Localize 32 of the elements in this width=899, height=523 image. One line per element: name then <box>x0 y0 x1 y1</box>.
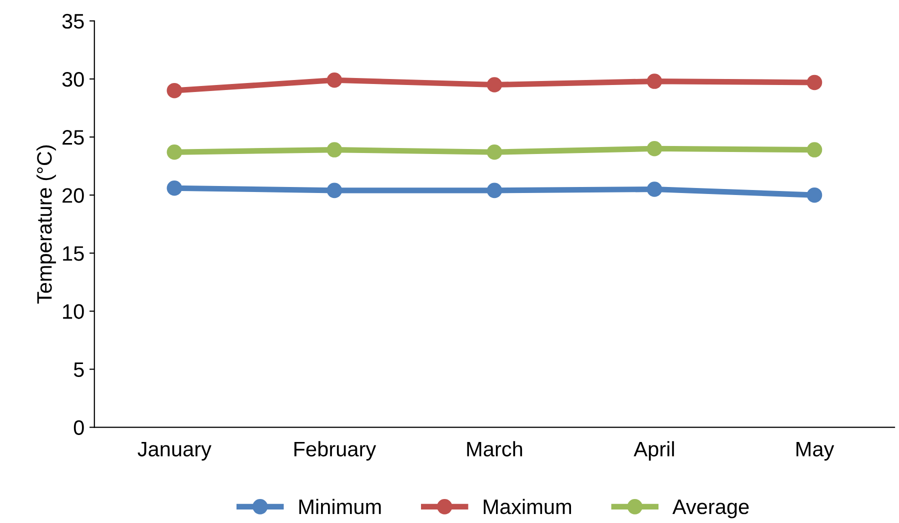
x-tick-label: March <box>467 441 522 456</box>
point <box>646 140 662 156</box>
point <box>326 182 342 198</box>
point <box>326 72 342 88</box>
y-axis-title: Temperature (°C) <box>36 145 56 304</box>
y-tick-label: 10 <box>63 304 84 319</box>
point <box>486 182 502 198</box>
y-tick-label: 25 <box>62 130 84 145</box>
y-tick-label: 20 <box>62 188 84 203</box>
x-tick-label: February <box>294 441 376 461</box>
legend-label: Average <box>672 500 749 518</box>
legend-label: Maximum <box>484 498 572 514</box>
point <box>326 142 342 158</box>
point <box>646 182 662 197</box>
point <box>166 180 182 196</box>
y-tick-label: 30 <box>62 72 84 87</box>
legend-label: Minimum <box>299 498 381 514</box>
y-tick-label: 0 <box>74 420 84 436</box>
point <box>166 82 182 98</box>
x-tick-label: April <box>634 441 674 461</box>
point <box>646 74 662 89</box>
x-tick-label: January <box>138 442 212 461</box>
x-tick-label: May <box>796 442 834 461</box>
y-tick-label: 35 <box>62 14 84 29</box>
point <box>806 187 822 203</box>
point <box>166 144 182 160</box>
point <box>806 74 822 90</box>
y-tick-label: 5 <box>74 362 84 377</box>
point <box>806 142 822 158</box>
y-tick-label: 15 <box>63 246 84 261</box>
point <box>486 77 502 92</box>
point <box>486 144 502 160</box>
